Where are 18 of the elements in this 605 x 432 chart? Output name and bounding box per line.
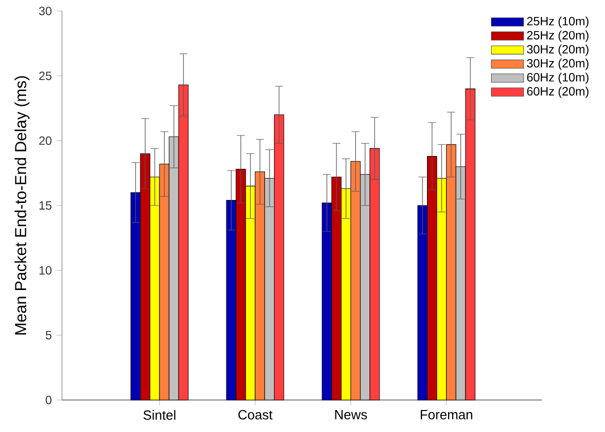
y-tick-label: 10 — [40, 266, 52, 275]
y-tick-label: 0 — [46, 396, 52, 404]
x-tick-label: Foreman — [420, 410, 472, 420]
legend-label: 25Hz (20m) — [527, 30, 588, 42]
legend-label: 30Hz (20m) — [526, 44, 588, 56]
legend-label: 60Hz (20m) — [527, 86, 588, 98]
x-tick-label: Coast — [238, 410, 272, 420]
y-axis-title: Mean Packet End-to-End Delay (ms) — [14, 76, 30, 334]
y-tick-label: 15 — [40, 201, 52, 210]
y-tick-label: 20 — [39, 136, 52, 145]
legend-label: 60Hz (10m) — [527, 72, 588, 84]
x-tick-label: Sintel — [143, 410, 176, 420]
y-tick-label: 5 — [46, 330, 52, 340]
y-tick-label: 30 — [39, 6, 52, 16]
y-tick-label: 25 — [39, 72, 52, 80]
x-tick-label: News — [335, 410, 367, 420]
legend-label: 25Hz (10m) — [527, 16, 588, 28]
legend-label: 30Hz (20m) — [526, 58, 588, 70]
